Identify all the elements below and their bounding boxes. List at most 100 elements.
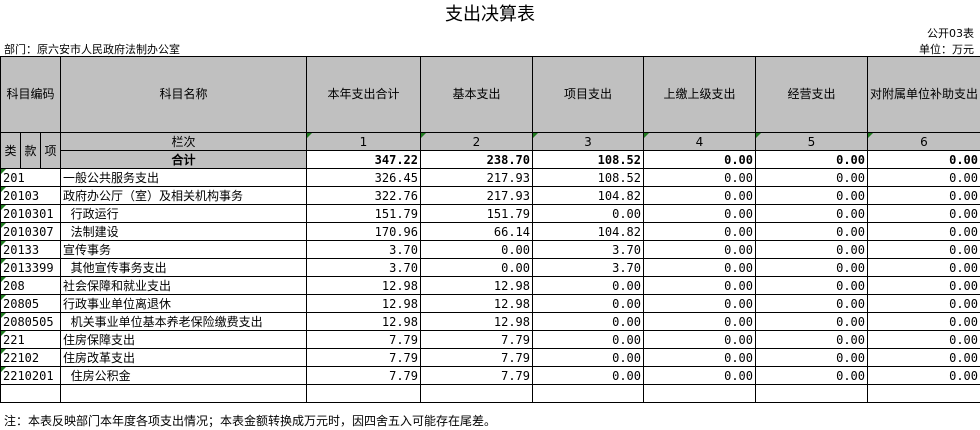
subject-code: 20805 <box>0 294 61 313</box>
amount-cell: 0.00 <box>532 312 644 331</box>
amount-cell: 217.93 <box>420 186 533 205</box>
amount-cell: 0.00 <box>420 240 533 259</box>
amount-cell: 3.70 <box>532 258 644 277</box>
subject-code: 2010307 <box>0 222 61 241</box>
total-row: 合计 347.22 238.70 108.52 0.00 0.00 0.00 <box>1 150 980 169</box>
amount-cell: 0.00 <box>755 258 868 277</box>
amount-cell: 12.98 <box>306 276 421 295</box>
unit-label: 单位：万元 <box>919 43 974 56</box>
subject-name: 一般公共服务支出 <box>60 168 307 187</box>
amount-cell: 0.00 <box>755 186 868 205</box>
amount-cell: 12.98 <box>420 294 533 313</box>
amount-cell: 12.98 <box>306 312 421 331</box>
amount-cell: 66.14 <box>420 222 533 241</box>
table-row: 2013399 其他宣传事务支出 3.70 0.00 3.70 0.00 0.00 0.00 <box>0 258 980 277</box>
subject-code: 208 <box>0 276 61 295</box>
amount-cell: 0.00 <box>867 186 980 205</box>
subject-name: 社会保障和就业支出 <box>60 276 307 295</box>
col-project: 项目支出 <box>532 56 644 133</box>
total-value: 238.70 <box>420 150 533 169</box>
col-lei: 类 <box>0 132 21 169</box>
subject-name: 政府办公厅（室）及相关机构事务 <box>60 186 307 205</box>
amount-cell: 7.79 <box>306 330 421 349</box>
total-value: 0.00 <box>867 150 980 169</box>
amount-cell: 0.00 <box>755 204 868 223</box>
empty-cell <box>0 384 61 403</box>
amount-cell: 0.00 <box>643 240 756 259</box>
amount-cell: 104.82 <box>532 186 644 205</box>
header-row: 科目编码 科目名称 本年支出合计 基本支出 项目支出 上缴上级支出 经营支出 对… <box>0 56 980 133</box>
subject-name: 行政运行 <box>60 204 307 223</box>
col-subject-code: 科目编码 <box>0 56 61 133</box>
empty-cell <box>60 384 307 403</box>
subject-name: 机关事业单位基本养老保险缴费支出 <box>60 312 307 331</box>
subject-name: 其他宣传事务支出 <box>60 258 307 277</box>
amount-cell: 0.00 <box>755 276 868 295</box>
sheet-code: 公开03表 <box>927 27 974 40</box>
col-index: 2 <box>420 132 533 151</box>
empty-cell <box>306 384 421 403</box>
amount-cell: 0.00 <box>867 330 980 349</box>
subject-name: 行政事业单位离退休 <box>60 294 307 313</box>
footnote: 注：本表反映部门本年度各项支出情况；本表金额转换成万元时，因四舍五入可能存在尾差… <box>4 414 497 428</box>
amount-cell: 7.79 <box>420 348 533 367</box>
table-row: 208 社会保障和就业支出 12.98 12.98 0.00 0.00 0.00 0.00 <box>0 276 980 295</box>
table-row: 201 一般公共服务支出 326.45 217.93 108.52 0.00 0.00 0.0… <box>0 168 980 187</box>
total-label: 合计 <box>60 150 307 169</box>
amount-cell: 0.00 <box>867 348 980 367</box>
table-row: 2010301 行政运行 151.79 151.79 0.00 0.00 0.00 0.00 <box>0 204 980 223</box>
subject-code: 201 <box>0 168 61 187</box>
amount-cell: 0.00 <box>532 294 644 313</box>
col-index: 5 <box>755 132 868 151</box>
table-row: 20133 宣传事务 3.70 0.00 3.70 0.00 0.00 0.00 <box>0 240 980 259</box>
subject-code: 22102 <box>0 348 61 367</box>
amount-cell: 0.00 <box>643 258 756 277</box>
col-index: 4 <box>643 132 756 151</box>
col-subsidy: 对附属单位补助支出 <box>867 56 980 133</box>
amount-cell: 0.00 <box>643 294 756 313</box>
amount-cell: 0.00 <box>867 294 980 313</box>
amount-cell: 7.79 <box>306 348 421 367</box>
col-kuan: 款 <box>20 132 41 169</box>
empty-cell <box>643 384 756 403</box>
col-business: 经营支出 <box>755 56 868 133</box>
col-xiang: 项 <box>40 132 61 169</box>
amount-cell: 0.00 <box>643 222 756 241</box>
subject-code: 2010301 <box>0 204 61 223</box>
amount-cell: 0.00 <box>532 204 644 223</box>
index-row: 类 款 项 栏次 1 2 3 4 5 6 <box>0 132 980 169</box>
subject-code: 20103 <box>0 186 61 205</box>
department-label: 部门：原六安市人民政府法制办公室 <box>4 43 180 56</box>
col-index: 6 <box>867 132 980 151</box>
subject-code: 2080505 <box>0 312 61 331</box>
expenditure-table: 科目编码 科目名称 本年支出合计 基本支出 项目支出 上缴上级支出 经营支出 对… <box>0 56 980 403</box>
amount-cell: 0.00 <box>420 258 533 277</box>
amount-cell: 7.79 <box>420 366 533 385</box>
subject-code: 20133 <box>0 240 61 259</box>
amount-cell: 0.00 <box>643 186 756 205</box>
amount-cell: 0.00 <box>532 276 644 295</box>
amount-cell: 151.79 <box>420 204 533 223</box>
amount-cell: 12.98 <box>420 312 533 331</box>
amount-cell: 151.79 <box>306 204 421 223</box>
subject-name: 法制建设 <box>60 222 307 241</box>
table-row: 22102 住房改革支出 7.79 7.79 0.00 0.00 0.00 0.00 <box>0 348 980 367</box>
col-index: 1 <box>306 132 421 151</box>
amount-cell: 104.82 <box>532 222 644 241</box>
table-row: 20103 政府办公厅（室）及相关机构事务 322.76 217.93 104.82 0.… <box>0 186 980 205</box>
amount-cell: 0.00 <box>867 312 980 331</box>
empty-row <box>0 384 980 403</box>
amount-cell: 0.00 <box>643 168 756 187</box>
amount-cell: 12.98 <box>420 276 533 295</box>
subject-name: 住房公积金 <box>60 366 307 385</box>
table-row: 221 住房保障支出 7.79 7.79 0.00 0.00 0.00 0.00 <box>0 330 980 349</box>
col-total: 本年支出合计 <box>306 56 421 133</box>
col-basic: 基本支出 <box>420 56 533 133</box>
amount-cell: 0.00 <box>532 366 644 385</box>
amount-cell: 0.00 <box>867 366 980 385</box>
amount-cell: 0.00 <box>643 276 756 295</box>
table-row: 2210201 住房公积金 7.79 7.79 0.00 0.00 0.00 0.00 <box>0 366 980 385</box>
col-subject-name: 科目名称 <box>60 56 307 133</box>
amount-cell: 0.00 <box>867 204 980 223</box>
page-title: 支出决算表 <box>445 4 535 25</box>
